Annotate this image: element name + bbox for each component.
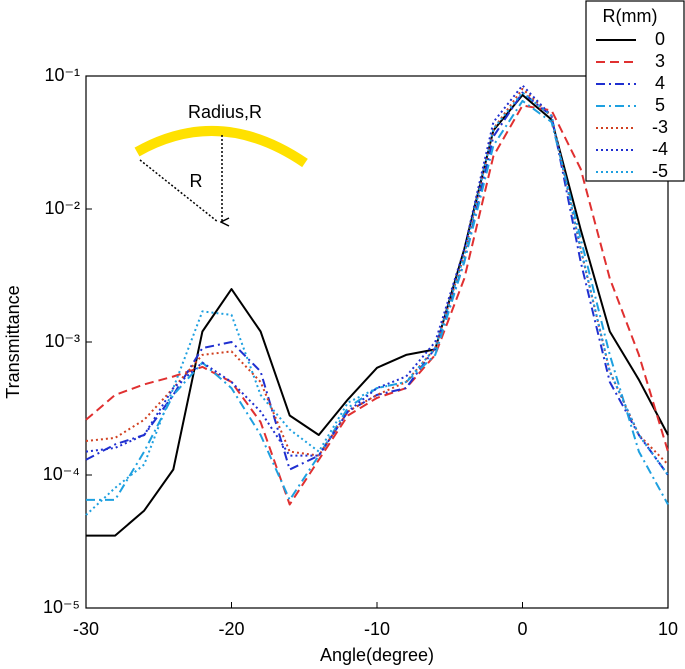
legend-label: -4: [652, 139, 668, 159]
series-line: [85, 91, 669, 476]
annotation: Radius,R: [188, 102, 262, 122]
series-line: [86, 99, 669, 505]
x-axis-label: Angle(degree): [320, 645, 434, 665]
series-line: [85, 84, 669, 476]
radius-arc: [134, 126, 308, 168]
legend-label: -3: [652, 117, 668, 137]
legend-title: R(mm): [603, 6, 658, 26]
radius-arrow: [139, 159, 219, 223]
x-tick-label: -30: [73, 619, 99, 639]
series-line: [85, 87, 669, 466]
y-tick-label: 10⁻⁴: [43, 464, 80, 484]
x-tick-label: -20: [218, 619, 244, 639]
legend-label: -5: [652, 161, 668, 181]
y-tick-label: 10⁻²: [44, 198, 80, 218]
y-tick-label: 10⁻³: [44, 331, 80, 351]
series-line: [85, 91, 669, 516]
x-tick-label: -10: [364, 619, 390, 639]
series-line: [85, 104, 669, 506]
x-tick-label: 10: [658, 619, 678, 639]
legend-label: 0: [655, 29, 665, 49]
x-tick-label: 0: [517, 619, 527, 639]
legend-label: 5: [655, 95, 665, 115]
legend-label: 4: [655, 73, 665, 93]
legend-label: 3: [655, 51, 665, 71]
legend-box: [585, 0, 685, 182]
series-line: [86, 94, 669, 537]
y-tick-label: 10⁻⁵: [43, 597, 80, 617]
annotation: R: [190, 171, 203, 191]
plot-frame: [85, 75, 669, 609]
y-tick-label: 10⁻¹: [44, 65, 80, 85]
y-axis-label: Transmittance: [3, 285, 23, 398]
